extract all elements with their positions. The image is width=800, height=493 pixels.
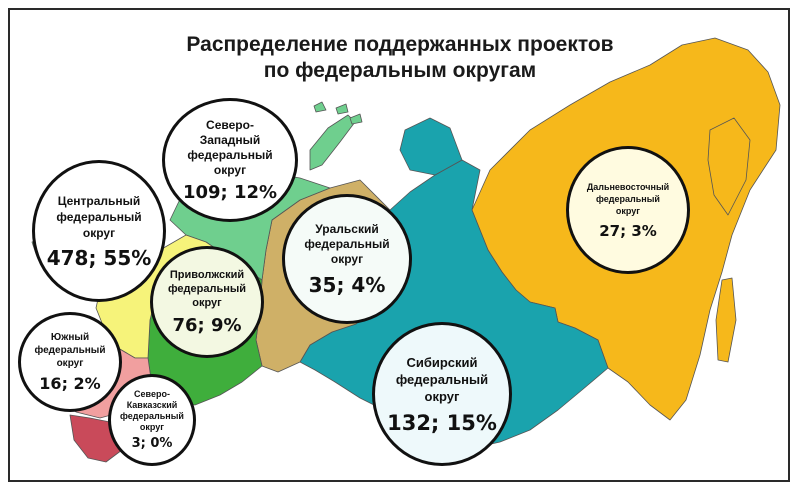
map-title: Распределение поддержанных проектов по ф… xyxy=(160,32,640,84)
bubble-far-east: Дальневосточный федеральный округ 27; 3% xyxy=(566,146,690,274)
region-taimyr xyxy=(399,117,463,176)
district-value: 76; 9% xyxy=(172,315,242,336)
district-value: 109; 12% xyxy=(182,181,278,203)
district-name: Северо- Западный федеральный округ xyxy=(187,117,273,177)
district-name: Южный федеральный округ xyxy=(34,332,106,369)
region-novaya-zemlya xyxy=(309,114,356,171)
bubble-central: Центральный федеральный округ 478; 55% xyxy=(32,160,166,302)
district-value: 27; 3% xyxy=(599,221,657,240)
district-name: Северо- Кавказский федеральный округ xyxy=(120,389,184,432)
map-frame: Распределение поддержанных проектов по ф… xyxy=(8,8,790,482)
district-name: Дальневосточный федеральный округ xyxy=(586,181,670,216)
district-name: Сибирский федеральный округ xyxy=(395,354,489,404)
region-sakhalin xyxy=(715,277,737,363)
district-value: 132; 15% xyxy=(387,410,497,435)
title-line-1: Распределение поддержанных проектов xyxy=(186,33,614,56)
region-kamchatka xyxy=(707,117,751,216)
bubble-volga: Приволжский федеральный округ 76; 9% xyxy=(150,246,264,358)
district-value: 16; 2% xyxy=(39,374,101,393)
district-name: Приволжский федеральный округ xyxy=(167,269,247,309)
bubble-northwest: Северо- Западный федеральный округ 109; … xyxy=(162,98,298,222)
district-name: Уральский федеральный округ xyxy=(304,221,390,266)
district-value: 478; 55% xyxy=(46,245,152,270)
district-value: 3; 0% xyxy=(131,436,173,451)
district-name: Центральный федеральный округ xyxy=(56,193,142,240)
bubble-south: Южный федеральный округ 16; 2% xyxy=(18,312,122,412)
region-arctic-islands xyxy=(313,101,363,125)
bubble-siberia: Сибирский федеральный округ 132; 15% xyxy=(372,322,512,466)
bubble-north-caucasus: Северо- Кавказский федеральный округ 3; … xyxy=(108,374,196,466)
title-line-2: по федеральным округам xyxy=(263,59,537,82)
bubble-ural: Уральский федеральный округ 35; 4% xyxy=(282,194,412,324)
district-value: 35; 4% xyxy=(308,272,386,297)
